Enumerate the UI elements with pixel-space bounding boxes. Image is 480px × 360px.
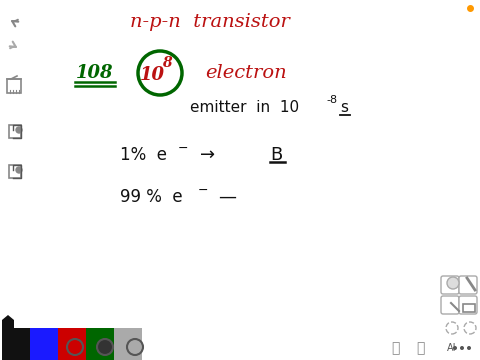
Circle shape bbox=[16, 167, 22, 173]
Circle shape bbox=[97, 339, 113, 355]
FancyBboxPatch shape bbox=[441, 276, 459, 294]
Text: 1%  e: 1% e bbox=[120, 146, 167, 164]
Bar bbox=[2, 328, 30, 360]
Polygon shape bbox=[2, 315, 14, 330]
Text: 99 %  e: 99 % e bbox=[120, 188, 182, 206]
Text: n-p-n  transistor: n-p-n transistor bbox=[130, 13, 290, 31]
Text: 📋: 📋 bbox=[391, 341, 399, 355]
Text: s: s bbox=[340, 100, 348, 116]
FancyBboxPatch shape bbox=[9, 165, 21, 178]
Text: -8: -8 bbox=[326, 95, 337, 105]
Text: 🖼: 🖼 bbox=[416, 341, 424, 355]
FancyBboxPatch shape bbox=[459, 276, 477, 294]
Circle shape bbox=[447, 277, 459, 289]
Text: 10: 10 bbox=[140, 66, 165, 84]
Text: electron: electron bbox=[205, 64, 287, 82]
Bar bbox=[114, 328, 142, 360]
Bar bbox=[58, 328, 86, 360]
Text: AI: AI bbox=[447, 343, 457, 353]
Circle shape bbox=[460, 346, 464, 350]
FancyBboxPatch shape bbox=[441, 296, 459, 314]
FancyBboxPatch shape bbox=[9, 125, 21, 138]
Text: −: − bbox=[178, 141, 189, 154]
Circle shape bbox=[453, 346, 457, 350]
Bar bbox=[86, 328, 114, 360]
Circle shape bbox=[16, 127, 22, 133]
Text: 108: 108 bbox=[76, 64, 114, 82]
Text: B: B bbox=[270, 146, 282, 164]
FancyBboxPatch shape bbox=[459, 296, 477, 314]
Text: emitter  in  10: emitter in 10 bbox=[190, 100, 299, 116]
Text: →: → bbox=[200, 146, 215, 164]
Text: —: — bbox=[218, 188, 236, 206]
Circle shape bbox=[467, 346, 471, 350]
Text: −: − bbox=[198, 184, 208, 197]
Text: 8: 8 bbox=[162, 56, 172, 70]
Bar bbox=[30, 328, 58, 360]
